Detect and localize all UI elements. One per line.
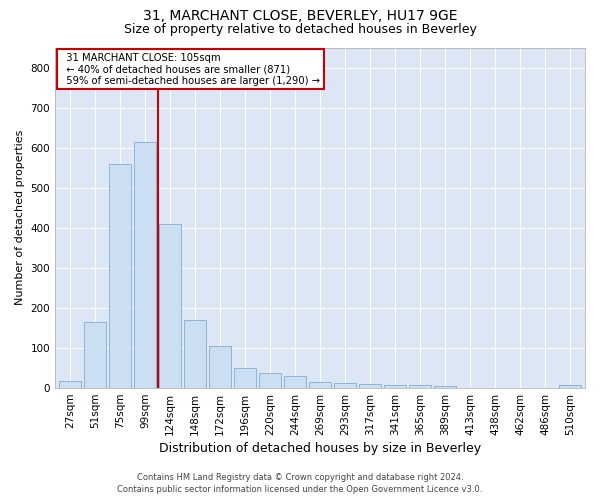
Bar bbox=[85, 322, 106, 388]
Bar bbox=[160, 224, 181, 388]
Bar bbox=[184, 320, 206, 388]
Text: 31 MARCHANT CLOSE: 105sqm
  ← 40% of detached houses are smaller (871)
  59% of : 31 MARCHANT CLOSE: 105sqm ← 40% of detac… bbox=[61, 52, 320, 86]
Bar bbox=[559, 386, 581, 388]
Bar bbox=[284, 376, 305, 388]
Bar bbox=[385, 385, 406, 388]
Bar bbox=[209, 346, 230, 388]
Bar bbox=[259, 373, 281, 388]
Text: Size of property relative to detached houses in Beverley: Size of property relative to detached ho… bbox=[124, 22, 476, 36]
X-axis label: Distribution of detached houses by size in Beverley: Distribution of detached houses by size … bbox=[159, 442, 481, 455]
Bar bbox=[109, 164, 131, 388]
Bar bbox=[59, 381, 80, 388]
Bar bbox=[310, 382, 331, 388]
Text: 31, MARCHANT CLOSE, BEVERLEY, HU17 9GE: 31, MARCHANT CLOSE, BEVERLEY, HU17 9GE bbox=[143, 9, 457, 23]
Bar bbox=[134, 142, 155, 388]
Bar bbox=[359, 384, 380, 388]
Bar bbox=[409, 386, 431, 388]
Text: Contains HM Land Registry data © Crown copyright and database right 2024.
Contai: Contains HM Land Registry data © Crown c… bbox=[118, 472, 482, 494]
Bar bbox=[334, 383, 356, 388]
Y-axis label: Number of detached properties: Number of detached properties bbox=[15, 130, 25, 306]
Bar bbox=[235, 368, 256, 388]
Bar bbox=[434, 386, 455, 388]
